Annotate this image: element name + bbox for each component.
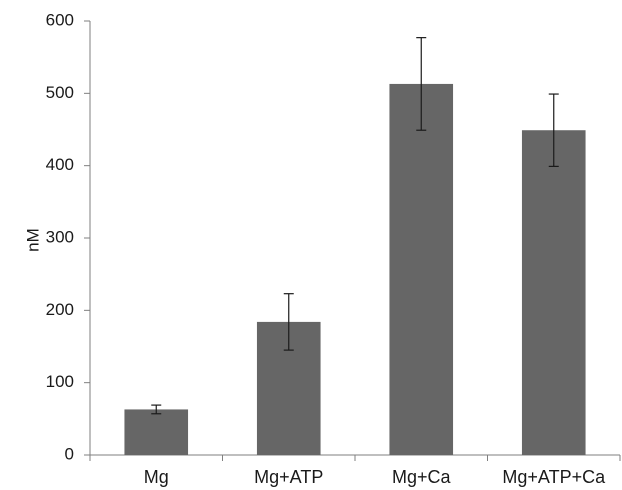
y-tick-label: 600 — [46, 10, 74, 29]
bar — [521, 130, 586, 455]
y-tick-label: 300 — [46, 227, 74, 246]
bar — [389, 83, 454, 456]
error-bar — [151, 404, 162, 415]
x-tick-label: Mg — [144, 467, 169, 487]
error-bar — [283, 293, 294, 351]
x-tick-label: Mg+ATP — [254, 467, 323, 487]
y-tick-label: 100 — [46, 372, 74, 391]
bar — [124, 409, 189, 455]
y-axis-label: nM — [23, 228, 42, 252]
y-tick-label: 400 — [46, 155, 74, 174]
y-tick-label: 200 — [46, 300, 74, 319]
y-tick-label: 0 — [65, 444, 74, 463]
x-tick-label: Mg+ATP+Ca — [502, 467, 606, 487]
y-tick-label: 500 — [46, 83, 74, 102]
error-bar — [548, 93, 559, 167]
error-bar — [416, 37, 427, 131]
x-tick-label: Mg+Ca — [392, 467, 452, 487]
